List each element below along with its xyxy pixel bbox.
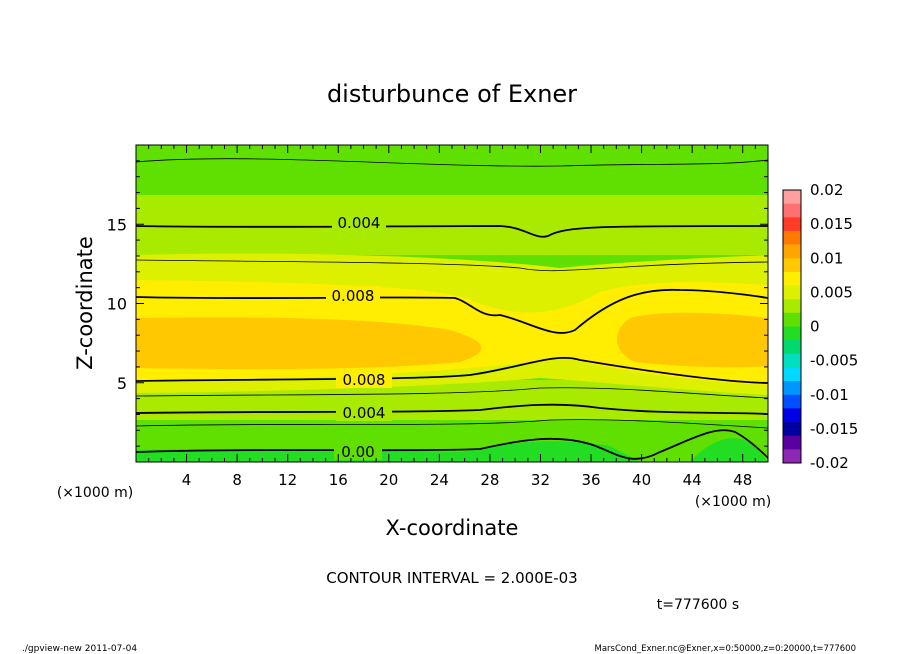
colorbar-segment	[783, 190, 801, 204]
colorbar-segment	[783, 449, 801, 464]
x-tick-label: 28	[480, 471, 499, 489]
x-tick-label: 48	[733, 471, 752, 489]
contour-line	[136, 158, 768, 167]
colorbar-segment	[783, 394, 801, 409]
x-tick-label: 8	[232, 471, 242, 489]
y-tick-label: 10	[107, 295, 127, 314]
y-tick-label: 5	[117, 374, 127, 393]
x-tick-label: 12	[278, 471, 297, 489]
y-axis-label: Z-coordinate	[73, 236, 97, 370]
contour-line	[136, 403, 768, 415]
colorbar-segment	[783, 271, 801, 286]
contour-label: 0.004	[343, 404, 386, 422]
contour-line	[136, 419, 768, 429]
colorbar-segment	[783, 299, 801, 314]
y-axis: 5 10 15	[107, 160, 768, 447]
x-tick-label: 20	[379, 471, 398, 489]
contour-label-backing	[334, 442, 382, 460]
contour-line	[136, 387, 768, 399]
colorbar	[782, 189, 802, 464]
x-axis: 4 8 12 16 20 24 28 32 36 40 44 48	[148, 145, 756, 489]
x-unit-label-right: (×1000 m)	[695, 494, 771, 510]
x-tick-label: 4	[182, 471, 192, 489]
x-tick-label: 44	[683, 471, 702, 489]
x-unit-label-left: (×1000 m)	[57, 485, 133, 501]
colorbar-label: 0.005	[810, 283, 853, 301]
x-tick-label: 40	[632, 471, 651, 489]
x-axis-label: X-coordinate	[386, 516, 519, 540]
contour-line	[136, 356, 768, 384]
colorbar-segment	[783, 203, 801, 218]
field-bottom-patch-right	[690, 438, 768, 462]
colorbar-segment	[783, 353, 801, 368]
colorbar-label: 0	[810, 318, 820, 336]
x-tick-label: 16	[329, 471, 348, 489]
colorbar-labels: 0.02 0.015 0.01 0.005 0 -0.005 -0.01 -0.015 -0.0…	[810, 181, 858, 472]
colorbar-frame	[782, 189, 802, 464]
contour-interval-text: CONTOUR INTERVAL = 2.000E-03	[326, 569, 577, 587]
colorbar-label: -0.02	[810, 454, 849, 472]
contour-line	[136, 225, 768, 238]
colorbar-segment	[783, 408, 801, 423]
contour-label: 0.008	[332, 287, 375, 305]
contour-label-backing	[336, 403, 392, 421]
colorbar-segment	[783, 381, 801, 396]
colorbar-label: -0.01	[810, 386, 849, 404]
contour-field: 0.004 0.008 0.008 0.004 0.00	[136, 145, 768, 462]
field-core-right	[617, 312, 768, 368]
colorbar-segment	[783, 367, 801, 382]
time-text: t=777600 s	[657, 597, 739, 613]
contour-label-backing	[326, 286, 380, 304]
x-tick-label: 36	[581, 471, 600, 489]
contour-line	[136, 259, 768, 272]
chart-title: disturbunce of Exner	[327, 80, 577, 108]
colorbar-label: 0.02	[810, 181, 843, 199]
colorbar-segment	[783, 285, 801, 300]
colorbar-segment	[783, 312, 801, 327]
field-band-upper	[136, 195, 768, 255]
colorbar-segment	[783, 230, 801, 245]
contour-label-backing	[336, 370, 392, 388]
colorbar-segment	[783, 217, 801, 232]
x-tick-label: 32	[531, 471, 550, 489]
contour-label-backing	[332, 213, 386, 231]
field-bottom-patch-left	[136, 441, 640, 462]
x-tick-label: 24	[430, 471, 449, 489]
field-core-left	[136, 317, 482, 370]
colorbar-segment	[783, 422, 801, 436]
colorbar-label: -0.005	[810, 352, 858, 370]
colorbar-segment	[783, 258, 801, 273]
colorbar-segment	[783, 340, 801, 355]
colorbar-segment	[783, 435, 801, 450]
colorbar-segment	[783, 326, 801, 341]
footer-right: MarsCond_Exner.nc@Exner,x=0:50000,z=0:20…	[594, 644, 856, 654]
contours-thin	[136, 158, 768, 429]
colorbar-label: -0.015	[810, 420, 858, 438]
contour-label: 0.00	[341, 443, 374, 461]
colorbar-segment	[783, 244, 801, 259]
y-tick-label: 15	[107, 215, 127, 234]
footer-left: ./gpview-new 2011-07-04	[22, 644, 137, 654]
contour-label: 0.008	[343, 371, 386, 389]
colorbar-label: 0.01	[810, 249, 843, 267]
contour-label: 0.004	[338, 214, 381, 232]
colorbar-label: 0.015	[810, 215, 853, 233]
